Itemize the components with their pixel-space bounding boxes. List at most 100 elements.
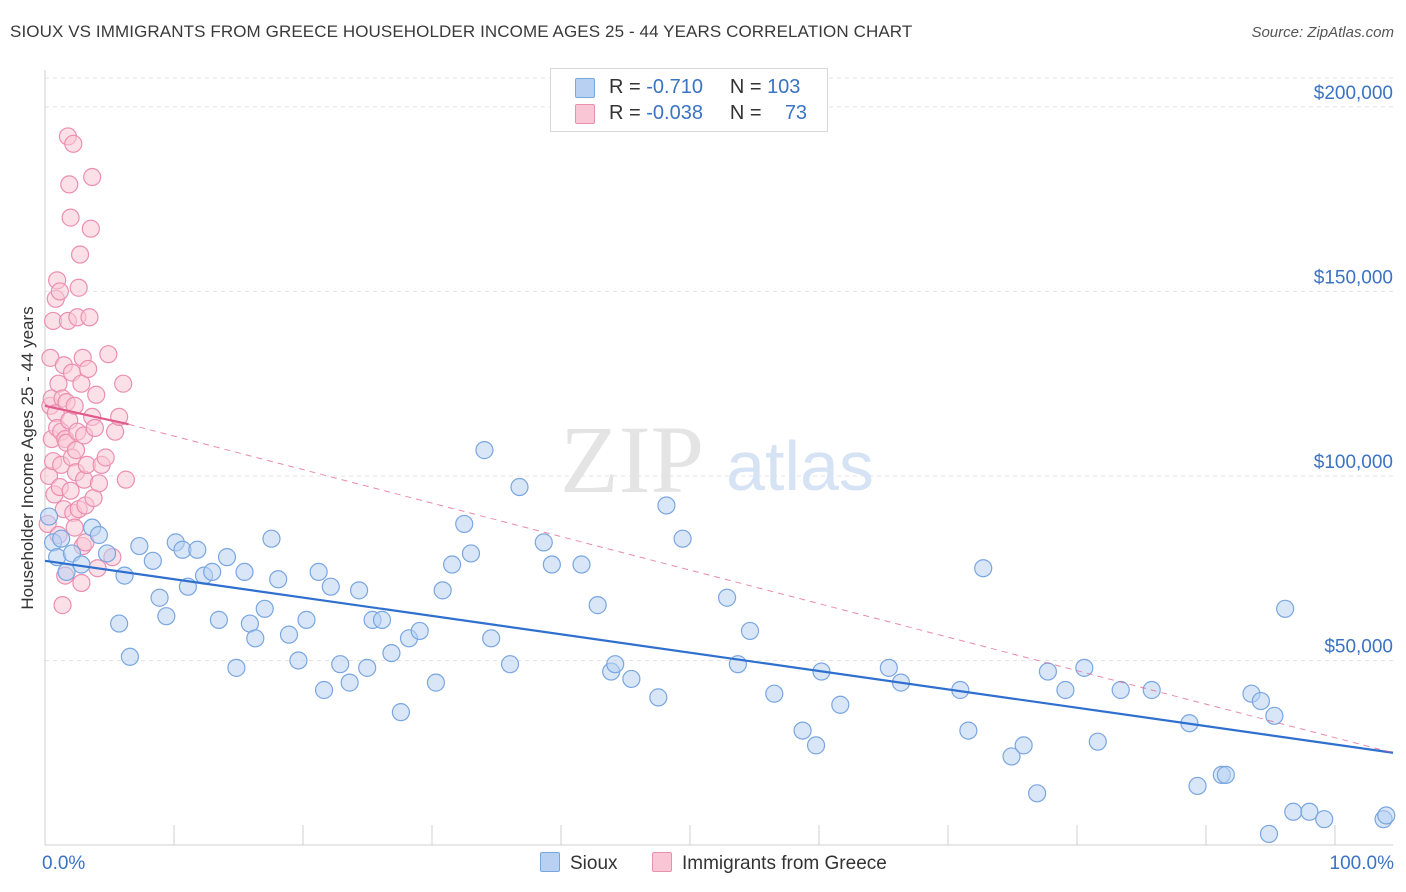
point-sioux (510, 477, 529, 497)
point-sioux (209, 610, 228, 629)
point-sioux (740, 621, 760, 641)
point-sioux (542, 555, 561, 574)
trend-line-greece (44, 404, 129, 426)
point-sioux (1038, 662, 1058, 681)
legend-swatch-greece (575, 104, 595, 124)
point-sioux (1056, 680, 1075, 700)
point-sioux (309, 562, 328, 582)
point-sioux (97, 544, 117, 563)
point-sioux (500, 655, 520, 674)
point-sioux (765, 684, 784, 703)
point-sioux (289, 651, 308, 670)
point-sioux (1216, 765, 1235, 784)
tick-labels: $50,000 $100,000 $150,000 $200,000 0.0% 100.0… (42, 83, 1394, 874)
point-sioux (39, 507, 59, 526)
legend-n-label: N = (729, 76, 762, 98)
point-sioux (1300, 802, 1319, 821)
point-sioux (52, 529, 71, 548)
point-sioux (143, 551, 162, 570)
trend-lines (44, 404, 1394, 754)
point-sioux (235, 562, 254, 582)
legend-r-label: R = (609, 76, 641, 98)
bottom-legend-greece: Immigrants from Greece (652, 852, 887, 875)
point-sioux (1014, 736, 1033, 755)
bottom-legend-label-sioux: Sioux (570, 853, 618, 874)
correlation-legend: R = -0.710 N = 103 R = -0.038 N = 73 (550, 68, 828, 132)
y-tick-label: $150,000 (1314, 267, 1393, 288)
legend-n-value-sioux: 103 (767, 76, 801, 98)
point-greece (96, 448, 115, 467)
point-greece (116, 470, 135, 489)
point-greece (72, 374, 91, 393)
point-greece (64, 134, 83, 153)
point-sioux (461, 544, 481, 563)
legend-n-value-greece: 73 (784, 102, 808, 124)
point-sioux (482, 629, 501, 648)
point-sioux (1075, 658, 1094, 677)
point-sioux (115, 566, 134, 585)
point-greece (85, 418, 104, 438)
point-sioux (255, 599, 274, 618)
x-tick-label-max: 100.0% (1330, 853, 1395, 874)
point-greece (87, 385, 106, 404)
point-sioux (1028, 784, 1047, 803)
point-sioux (314, 680, 334, 700)
point-greece (50, 282, 69, 301)
point-greece (80, 308, 99, 327)
point-sioux (717, 588, 737, 607)
point-sioux (382, 643, 401, 663)
point-sioux (120, 647, 140, 666)
point-sioux (410, 621, 429, 641)
y-tick-label: $200,000 (1314, 83, 1393, 104)
point-sioux (358, 658, 377, 677)
point-sioux (1088, 732, 1107, 751)
point-sioux (1002, 747, 1021, 766)
point-sioux (442, 555, 462, 574)
point-greece (70, 245, 90, 264)
point-sioux (1111, 680, 1130, 700)
point-sioux (572, 555, 591, 574)
watermark: ZIP atlas (560, 406, 874, 513)
point-greece (65, 518, 84, 537)
point-greece (69, 278, 88, 297)
point-sioux (606, 655, 625, 674)
source-label: Source: ZipAtlas.com (1251, 24, 1394, 41)
point-greece (60, 175, 79, 194)
point-sioux (974, 559, 993, 578)
point-sioux (1188, 776, 1207, 796)
point-sioux (959, 721, 978, 740)
point-sioux (588, 596, 607, 615)
trend-line-sioux (44, 559, 1394, 754)
point-sioux (391, 703, 410, 722)
watermark-zip: ZIP (560, 406, 704, 513)
point-greece (53, 596, 72, 615)
point-sioux (227, 658, 246, 677)
y-tick-label: $100,000 (1314, 452, 1393, 473)
point-sioux (321, 577, 340, 596)
point-sioux (150, 588, 169, 607)
point-sioux (475, 441, 494, 460)
point-sioux (217, 548, 237, 567)
point-sioux (279, 625, 299, 644)
point-sioux (1276, 599, 1295, 618)
point-greece (66, 441, 86, 460)
point-sioux (1315, 810, 1334, 829)
point-greece (83, 167, 102, 187)
point-sioux (649, 688, 668, 707)
legend-text-greece: R = -0.038 N = 73 (609, 102, 807, 125)
point-sioux (455, 514, 474, 534)
point-sioux (262, 529, 281, 548)
y-axis-title: Householder Income Ages 25 - 44 years (18, 306, 37, 610)
y-tick-label: $50,000 (1324, 636, 1393, 657)
point-sioux (433, 581, 452, 600)
point-sioux (657, 496, 676, 515)
point-greece (65, 396, 84, 415)
point-sioux (157, 607, 176, 626)
legend-r-value-greece: -0.038 (646, 102, 703, 124)
point-sioux (534, 533, 553, 552)
bottom-legend-swatch-sioux (540, 852, 560, 872)
bottom-legend-label-greece: Immigrants from Greece (682, 853, 887, 874)
point-greece (61, 208, 80, 227)
point-sioux (340, 673, 359, 692)
